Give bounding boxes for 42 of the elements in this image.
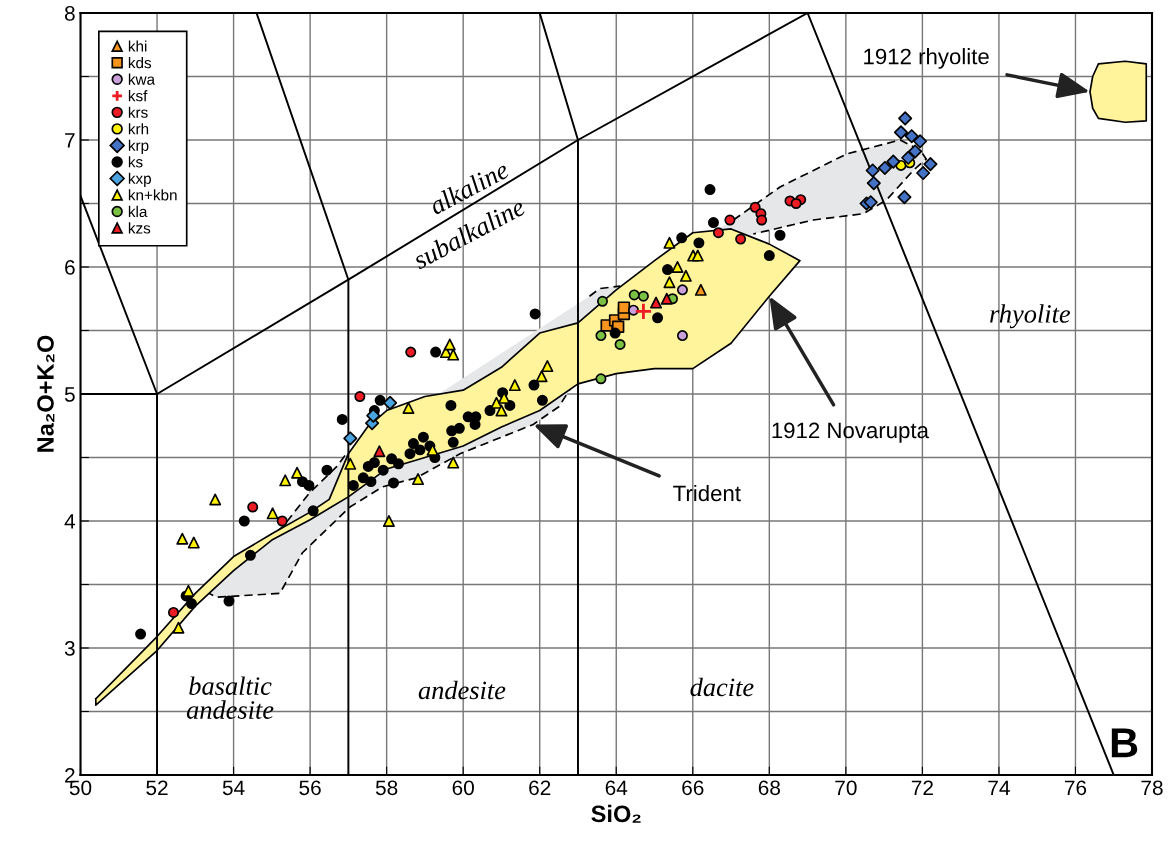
legend-label: kzs [128,222,151,234]
legend-label: ks [128,156,143,168]
x-tick-label: 52 [146,780,168,796]
x-tick-label: 76 [1064,780,1087,796]
legend-label: kds [128,57,152,69]
x-tick-label: 66 [682,780,704,796]
y-tick-label: 4 [64,514,76,529]
y-tick-label: 8 [64,6,75,21]
annotation: 1912 Novarupta [772,422,929,443]
legend-label: kxp [128,172,151,188]
x-tick-label: 62 [529,780,551,796]
x-tick-label: 54 [222,780,245,796]
legend-label: kla [128,205,148,218]
annotation: basaltic andesite [186,676,274,719]
y-tick-label: 6 [65,260,75,275]
x-tick-label: 78 [1141,780,1163,796]
x-tick-label: 74 [988,780,1010,795]
annotation: Trident [673,484,741,502]
annotation: rhyolite [990,304,1071,329]
x-tick-label: 68 [758,780,780,796]
y-tick-label: 5 [64,387,75,402]
x-tick-label: 60 [452,780,474,796]
legend-label: kwa [128,73,156,85]
x-tick-label: 58 [375,780,398,796]
legend-label: krs [128,106,148,118]
annotation: andesite [418,680,506,700]
legend-label: kn+kbn [128,189,177,201]
legend-label: ksf [128,90,148,102]
legend-label: krh [128,123,149,135]
x-tick-label: 72 [911,780,933,795]
x-tick-label: 56 [299,780,321,796]
annotation: dacite [690,677,754,697]
y-axis-title: Na₂O+K₂O [37,335,55,452]
legend-label: khi [128,40,147,52]
x-tick-label: 64 [605,780,628,796]
x-tick-label: 70 [835,780,857,796]
x-axis-title: SiO₂ [591,804,641,823]
annotation: 1912 rhyolite [864,48,989,69]
y-tick-label: 7 [65,133,75,148]
y-tick-label: 3 [64,641,75,656]
legend-label: krp [128,139,149,154]
annotation: B [1111,728,1138,758]
